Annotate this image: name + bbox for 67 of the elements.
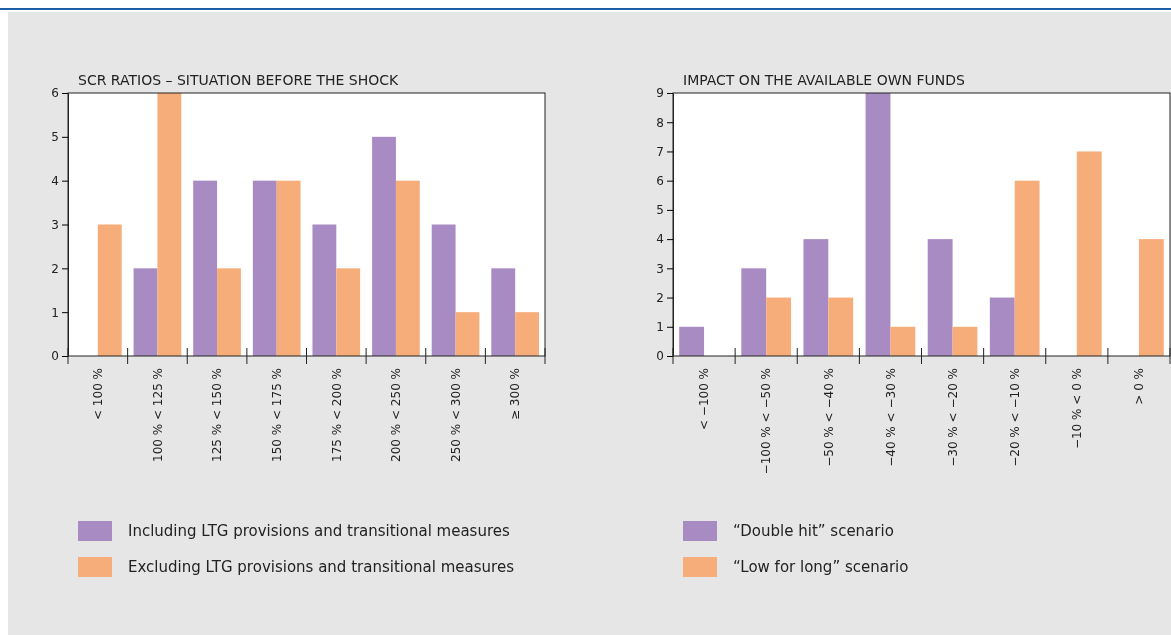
x-tick-label: −50 % < −40 % [821, 368, 836, 467]
bar [395, 180, 420, 356]
y-tick-label: 6 [51, 86, 59, 101]
y-tick-label: 5 [656, 203, 664, 218]
x-tick-label: 125 % < 150 % [210, 368, 225, 462]
x-tick-label: −40 % < −30 % [883, 368, 898, 467]
bar [766, 297, 792, 356]
x-tick-label: −10 % < 0 % [1070, 368, 1085, 450]
x-tick-label: 200 % < 250 % [389, 368, 404, 462]
bar [952, 326, 978, 356]
bar [1014, 180, 1040, 356]
legend-label: “Low for long” scenario [733, 558, 909, 576]
bar [455, 312, 480, 356]
legend-label: “Double hit” scenario [733, 522, 894, 540]
bar [890, 326, 916, 356]
bar [741, 268, 767, 356]
x-tick-label: 150 % < 175 % [269, 368, 284, 462]
y-tick-label: 6 [656, 174, 664, 189]
y-tick-label: 7 [656, 144, 664, 159]
bar [336, 268, 361, 356]
x-tick-label: −100 % < −50 % [759, 368, 774, 475]
legend-label: Excluding LTG provisions and transitional measures [128, 558, 515, 576]
bar [133, 268, 158, 356]
bar [1138, 239, 1164, 356]
x-tick-label: −30 % < −20 % [945, 368, 960, 467]
x-tick-label: −20 % < −10 % [1007, 368, 1022, 467]
x-tick-label: 175 % < 200 % [329, 368, 344, 462]
bar [97, 224, 122, 356]
legend-label: Including LTG provisions and transitional measures [128, 522, 511, 540]
bar [217, 268, 241, 356]
bar [803, 239, 829, 356]
bar [927, 239, 953, 356]
x-tick-label: < −100 % [697, 368, 712, 431]
bar [865, 93, 891, 356]
y-tick-label: 1 [51, 305, 59, 320]
y-tick-label: 0 [656, 349, 664, 364]
x-tick-label: 250 % < 300 % [448, 368, 463, 462]
y-tick-label: 3 [51, 217, 59, 232]
bar [515, 312, 540, 356]
bar [157, 93, 182, 356]
y-tick-label: 4 [51, 174, 59, 189]
y-tick-label: 8 [656, 115, 664, 130]
y-tick-label: 0 [51, 349, 59, 364]
y-tick-label: 9 [656, 86, 664, 101]
bar [989, 297, 1015, 356]
bar [431, 224, 456, 356]
bar [252, 180, 277, 356]
bar [828, 297, 854, 356]
bar [491, 268, 516, 356]
x-tick-label: > 0 % [1132, 368, 1147, 405]
x-tick-label: < 100 % [91, 368, 106, 420]
bar [1076, 151, 1102, 356]
y-tick-label: 3 [656, 261, 664, 276]
y-tick-label: 2 [51, 261, 59, 276]
bar [276, 180, 301, 356]
bar [679, 326, 705, 356]
y-tick-label: 1 [656, 320, 664, 335]
bar [372, 136, 396, 356]
y-tick-label: 2 [656, 290, 664, 305]
bar [193, 180, 218, 356]
x-tick-label: 100 % < 125 % [150, 368, 165, 462]
bar [312, 224, 337, 356]
chart-title: IMPACT ON THE AVAILABLE OWN FUNDS [683, 72, 965, 88]
x-tick-label: ≥ 300 % [508, 368, 523, 420]
y-tick-label: 4 [656, 232, 664, 247]
y-tick-label: 5 [51, 130, 59, 145]
chart-title: SCR RATIOS – SITUATION BEFORE THE SHOCK [78, 72, 400, 88]
